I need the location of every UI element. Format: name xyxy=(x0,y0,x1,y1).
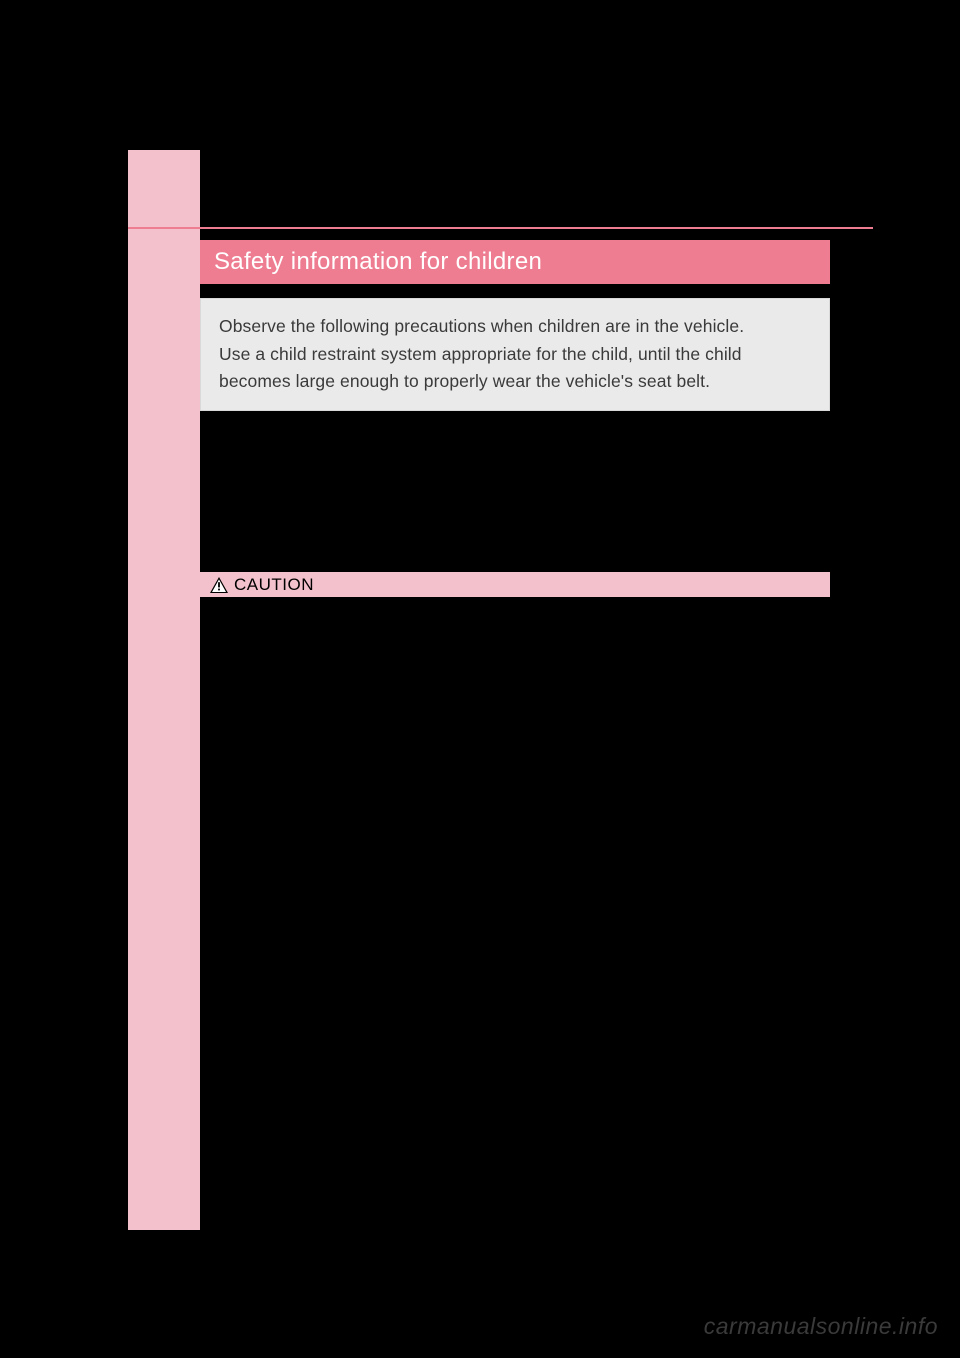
section-color-tab xyxy=(128,150,200,1230)
intro-line-2: Use a child restraint system appropriate… xyxy=(219,341,811,394)
caution-header-bar: CAUTION xyxy=(200,570,830,598)
caution-label: CAUTION xyxy=(234,575,314,595)
warning-icon xyxy=(210,577,228,593)
header-divider xyxy=(128,227,873,229)
watermark-text: carmanualsonline.info xyxy=(704,1313,938,1340)
section-title-bar: Safety information for children xyxy=(200,240,830,284)
section-title: Safety information for children xyxy=(214,248,542,276)
intro-panel: Observe the following precautions when c… xyxy=(200,298,830,411)
intro-line-1: Observe the following precautions when c… xyxy=(219,313,811,339)
manual-page: Safety information for children Observe … xyxy=(0,0,960,1358)
